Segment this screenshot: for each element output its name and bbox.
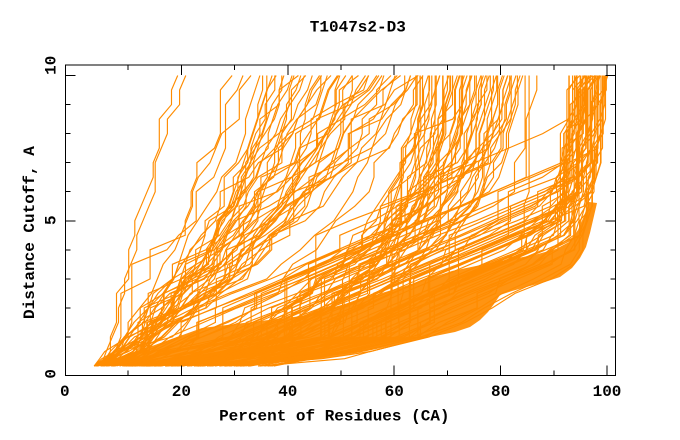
- svg-text:100: 100: [593, 383, 622, 401]
- svg-text:T1047s2-D3: T1047s2-D3: [310, 19, 406, 37]
- svg-text:0: 0: [60, 383, 70, 401]
- svg-text:20: 20: [172, 383, 191, 401]
- svg-text:0: 0: [43, 369, 61, 379]
- svg-text:Distance Cutoff, A: Distance Cutoff, A: [21, 146, 39, 319]
- svg-text:60: 60: [385, 383, 404, 401]
- svg-text:40: 40: [278, 383, 297, 401]
- svg-text:5: 5: [43, 215, 61, 225]
- svg-text:80: 80: [491, 383, 510, 401]
- svg-text:Percent of Residues (CA): Percent of Residues (CA): [219, 407, 449, 425]
- svg-text:10: 10: [43, 56, 61, 75]
